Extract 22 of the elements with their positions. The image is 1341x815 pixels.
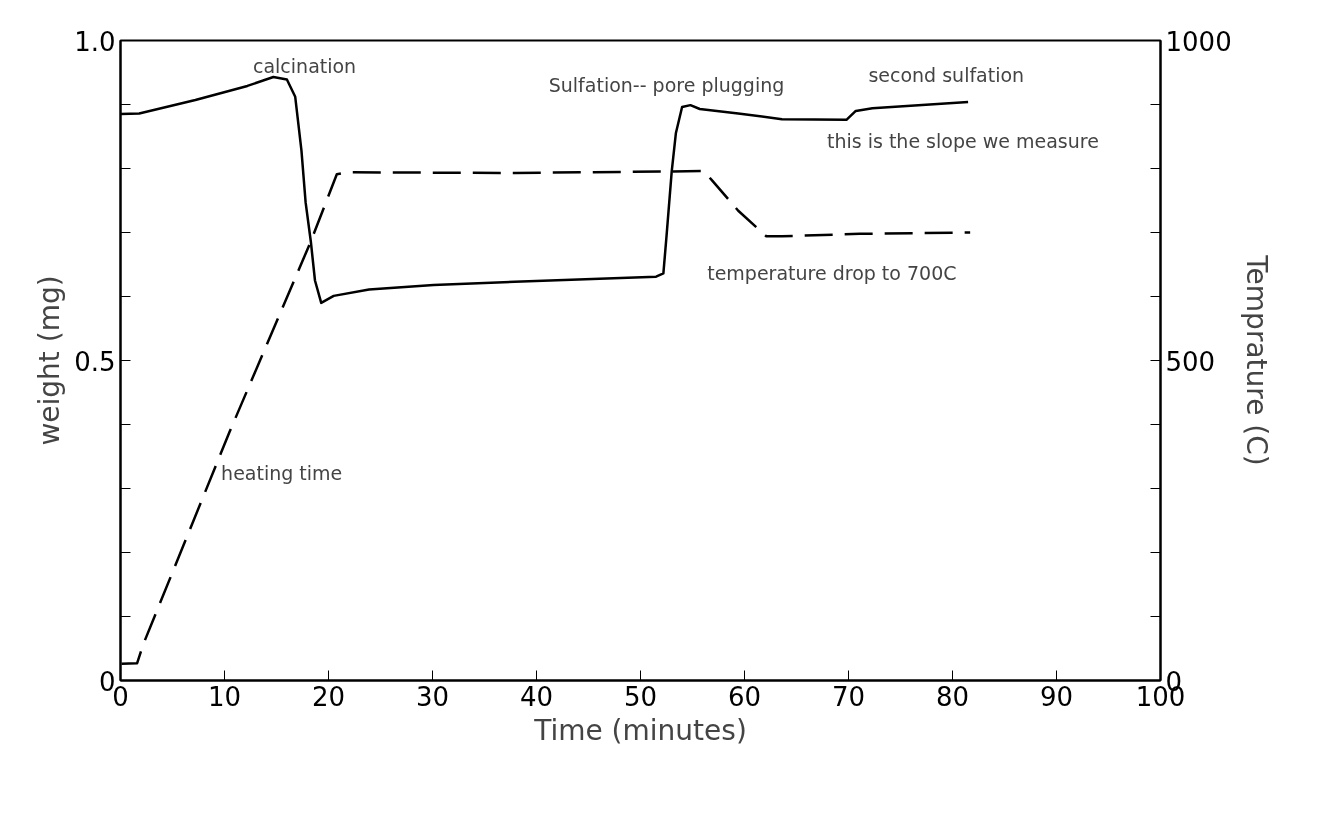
annotation: second sulfation <box>868 64 1025 87</box>
x-axis-title: Time (minutes) <box>533 713 747 747</box>
x-tick-label: 50 <box>623 681 658 712</box>
x-tick-label: 60 <box>727 681 762 712</box>
annotation: calcination <box>252 55 357 78</box>
annotation: Sulfation-- pore plugging <box>548 74 785 97</box>
x-tick-label: 30 <box>415 681 450 712</box>
annotation: heating time <box>221 461 343 484</box>
x-tick-label: 90 <box>1039 681 1074 712</box>
x-tick-label: 70 <box>831 681 866 712</box>
y2-axis-title: Temprature (C) <box>1239 254 1273 466</box>
x-tick-label: 40 <box>519 681 554 712</box>
x-tick-label: 10 <box>207 681 242 712</box>
y-tick-label: 1.0 <box>74 26 116 57</box>
y2-tick-label: 500 <box>1165 346 1216 377</box>
x-tick-label: 20 <box>311 681 346 712</box>
y2-tick-label: 1000 <box>1165 26 1232 57</box>
y-axis-title: weight (mg) <box>33 275 67 446</box>
annotation: temperature drop to 700C <box>707 262 957 285</box>
x-tick-label: 80 <box>935 681 970 712</box>
annotation: this is the slope we measure <box>826 129 1099 152</box>
y-tick-label: 0.5 <box>74 346 116 377</box>
